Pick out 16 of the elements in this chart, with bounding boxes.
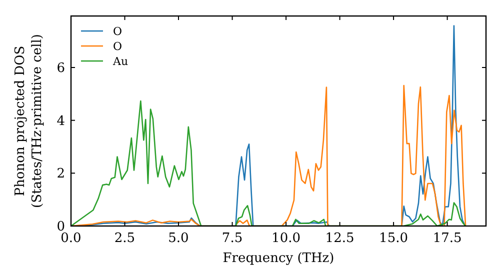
legend-label: O [113, 40, 122, 53]
x-tick-label: 17.5 [432, 231, 462, 246]
x-tick-label: 0.0 [60, 231, 82, 246]
y-tick-label: 4 [56, 114, 65, 129]
y-tick-label: 2 [56, 166, 65, 182]
legend-label: Au [112, 55, 128, 68]
x-tick-label: 15.0 [379, 231, 408, 246]
x-tick-label: 7.5 [222, 231, 243, 246]
legend-label: O [113, 25, 122, 38]
x-tick-label: 2.5 [114, 231, 136, 246]
x-axis-title: Frequency (THz) [222, 251, 334, 266]
x-tick-label: 10.0 [272, 231, 300, 246]
x-tick-label: 5.0 [168, 231, 189, 246]
y-tick-label: 6 [56, 61, 65, 76]
x-tick-label: 12.5 [325, 231, 354, 246]
y-axis-title: Phonon projected DOS (States/THz·primitive cell) [13, 34, 45, 208]
